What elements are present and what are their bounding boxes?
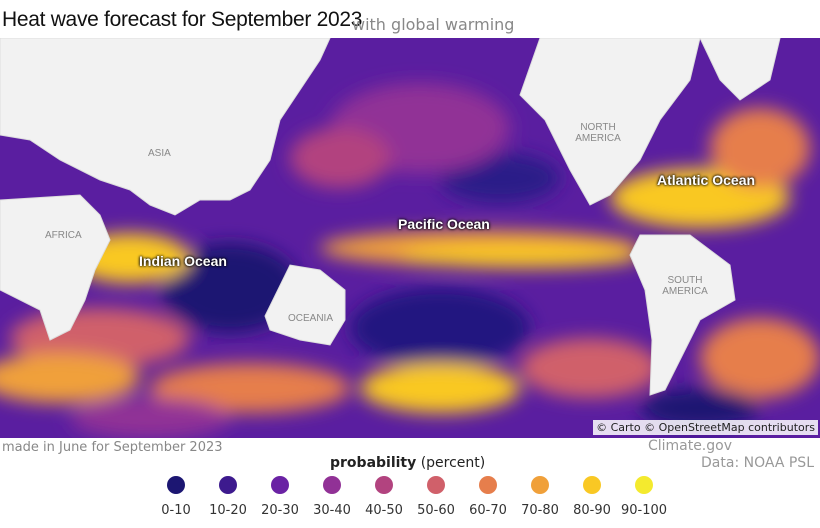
legend-dot — [375, 476, 393, 494]
land-label: SOUTH AMERICA — [662, 275, 708, 297]
legend-label: 10-20 — [209, 503, 247, 518]
legend-dot — [635, 476, 653, 494]
legend-dot — [479, 476, 497, 494]
legend-dot — [167, 476, 185, 494]
legend-dot — [583, 476, 601, 494]
source: Data: NOAA PSL — [701, 455, 814, 471]
title: Heat wave forecast for September 2023 — [2, 8, 363, 31]
legend-dot — [531, 476, 549, 494]
ocean-label: Atlantic Ocean — [657, 172, 756, 188]
legend-label: 70-80 — [521, 503, 559, 518]
legend: 0-10 10-20 20-30 30-40 40-50 50-60 60-70 70-80 8… — [150, 476, 670, 522]
legend-label: 50-60 — [417, 503, 455, 518]
land-label: NORTH AMERICA — [575, 122, 621, 144]
legend-dot — [219, 476, 237, 494]
ocean-label: Indian Ocean — [139, 253, 227, 269]
legend-label: 90-100 — [620, 503, 668, 518]
legend-label: 0-10 — [161, 503, 191, 518]
legend-title-text: probability — [330, 455, 417, 471]
legend-label: 40-50 — [365, 503, 403, 518]
legend-dot — [271, 476, 289, 494]
land-label: OCEANIA — [288, 313, 334, 324]
legend-dot — [323, 476, 341, 494]
subtitle: with global warming — [352, 15, 515, 34]
note: made in June for September 2023 — [2, 440, 223, 455]
legend-unit: (percent) — [420, 455, 486, 471]
legend-label: 30-40 — [313, 503, 351, 518]
land-label: ASIA — [148, 148, 171, 159]
land-label: AFRICA — [45, 230, 82, 241]
legend-title: probability (percent) — [330, 455, 485, 471]
credit: Climate.gov — [647, 438, 732, 454]
heat-map — [0, 38, 820, 438]
legend-label: 20-30 — [261, 503, 299, 518]
ocean-label: Pacific Ocean — [398, 216, 490, 232]
legend-label: 60-70 — [469, 503, 507, 518]
legend-dot — [427, 476, 445, 494]
attribution: © Carto © OpenStreetMap contributors — [593, 420, 818, 435]
legend-label: 80-90 — [573, 503, 611, 518]
